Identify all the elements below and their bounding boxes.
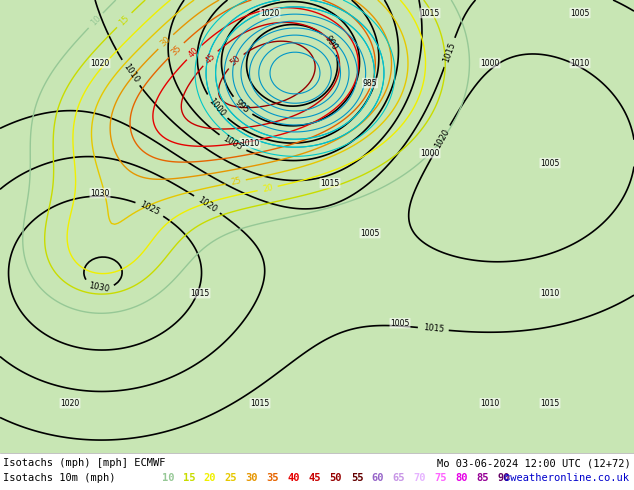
Text: 80: 80 [456,473,469,483]
Text: 85: 85 [477,473,489,483]
Text: Mo 03-06-2024 12:00 UTC (12+72): Mo 03-06-2024 12:00 UTC (12+72) [437,458,631,468]
Text: 1020: 1020 [60,399,80,408]
Text: 1005: 1005 [360,229,380,238]
Text: 1025: 1025 [138,200,161,217]
Text: 30: 30 [246,473,258,483]
Text: 1005: 1005 [391,318,410,328]
Text: 60: 60 [372,473,384,483]
Text: 995: 995 [233,98,251,115]
Text: 90: 90 [498,473,510,483]
Text: 15: 15 [183,473,195,483]
Text: 45: 45 [204,51,217,65]
Text: 1010: 1010 [121,62,140,84]
Text: 25: 25 [230,176,242,187]
Text: 1000: 1000 [481,58,500,68]
Text: 1005: 1005 [540,159,560,168]
Text: 1000: 1000 [207,96,227,118]
Text: 35: 35 [169,43,183,57]
Text: 10: 10 [162,473,174,483]
Text: 1005: 1005 [221,134,244,152]
Text: ©weatheronline.co.uk: ©weatheronline.co.uk [504,473,629,483]
Text: 75: 75 [435,473,447,483]
Text: 20: 20 [204,473,216,483]
Text: 1005: 1005 [571,8,590,18]
Text: 15: 15 [117,13,131,27]
Text: 1015: 1015 [190,289,210,297]
Text: 40: 40 [187,46,201,59]
Text: 40: 40 [288,473,301,483]
Text: 1015: 1015 [540,399,560,408]
Text: 1015: 1015 [442,41,457,64]
Text: 50: 50 [330,473,342,483]
Text: 45: 45 [309,473,321,483]
Text: 50: 50 [229,54,243,68]
Text: 30: 30 [158,35,172,49]
Text: Isotachs 10m (mph): Isotachs 10m (mph) [3,473,115,483]
Text: 1010: 1010 [540,289,560,297]
Text: 55: 55 [351,473,363,483]
Text: 990: 990 [323,34,339,52]
Text: 1010: 1010 [571,58,590,68]
Text: 1020: 1020 [433,127,451,150]
Text: 1020: 1020 [261,8,280,18]
Text: 985: 985 [363,78,377,88]
Text: 1030: 1030 [90,189,110,197]
Text: 70: 70 [414,473,426,483]
Text: 1015: 1015 [250,399,269,408]
Text: 1010: 1010 [481,399,500,408]
Text: 25: 25 [224,473,237,483]
Text: 1020: 1020 [91,58,110,68]
Text: 1000: 1000 [420,148,440,158]
Text: 1015: 1015 [420,8,439,18]
Text: 1030: 1030 [87,281,110,294]
Text: 1015: 1015 [320,178,340,188]
Text: 1010: 1010 [240,139,260,147]
Text: 1020: 1020 [196,195,218,214]
Text: 65: 65 [392,473,405,483]
Text: Isotachs (mph) [mph] ECMWF: Isotachs (mph) [mph] ECMWF [3,458,165,468]
Text: 20: 20 [262,183,274,194]
Text: 35: 35 [267,473,279,483]
Text: 10: 10 [89,14,103,27]
Text: 1015: 1015 [422,323,444,335]
